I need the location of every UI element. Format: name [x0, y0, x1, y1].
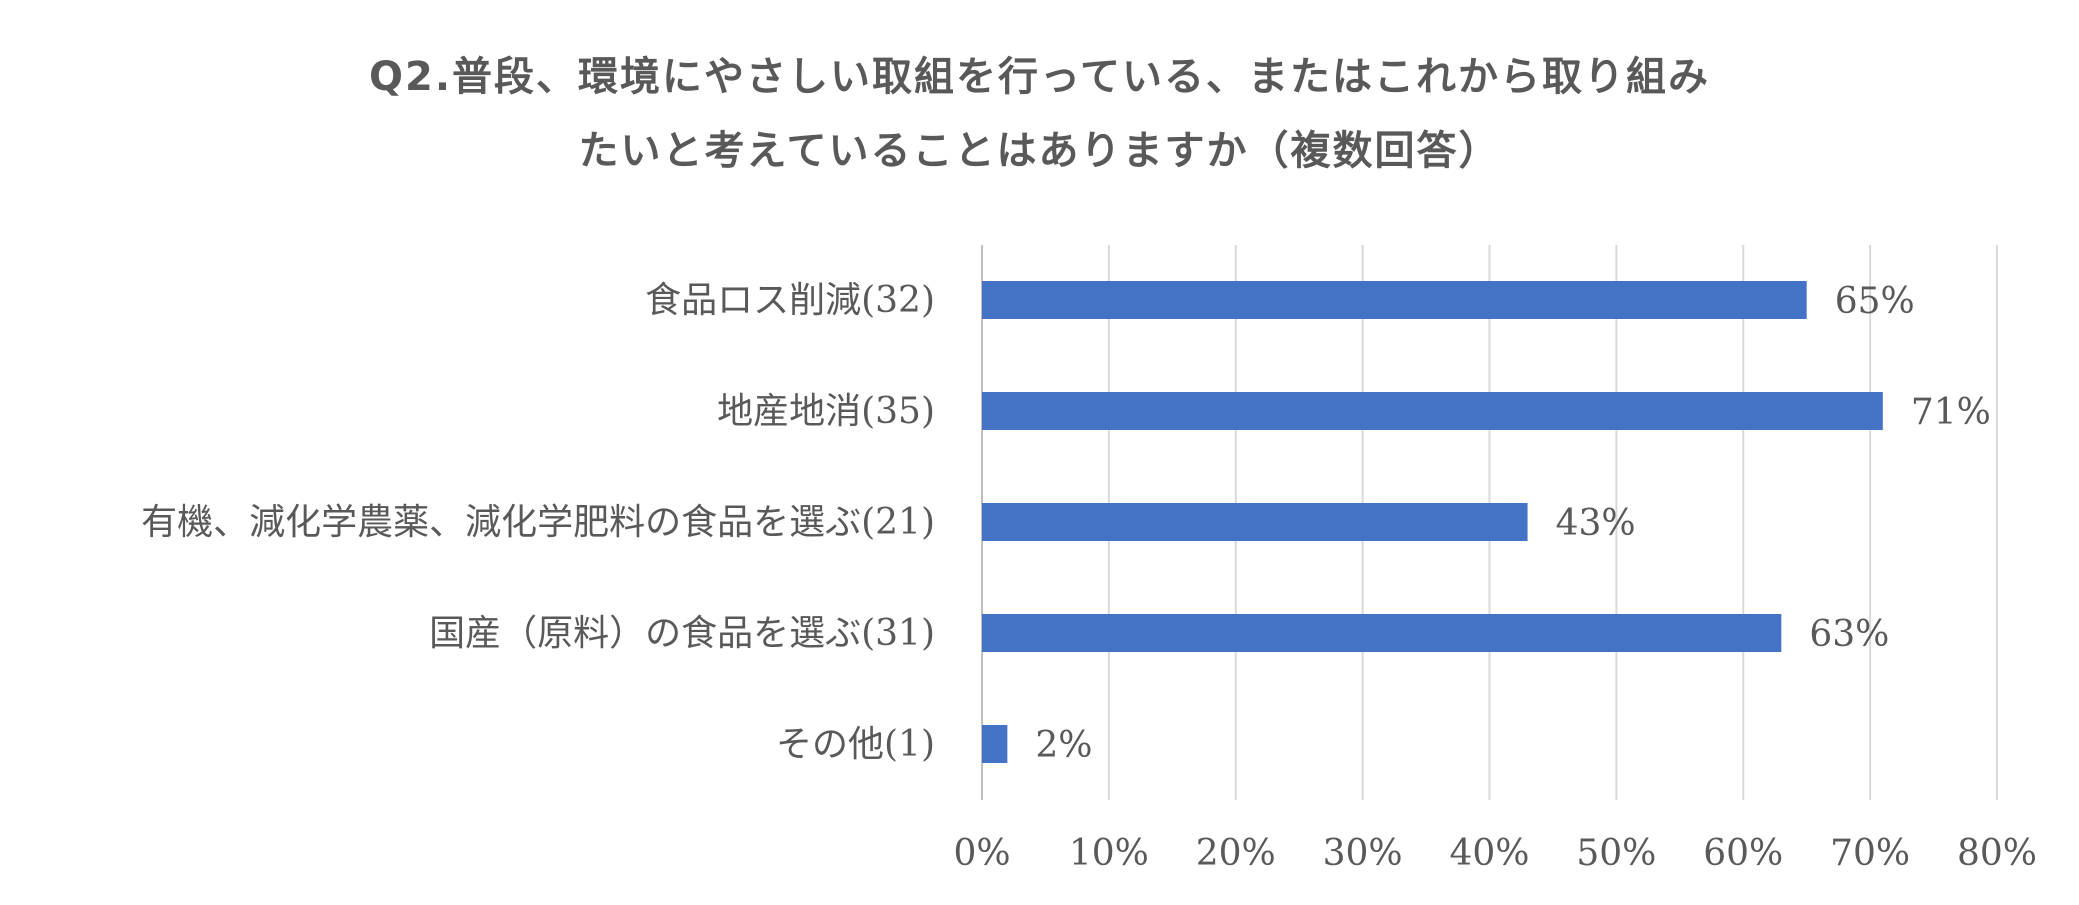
category-label: 地産地消(35)	[717, 391, 935, 432]
x-tick-label: 70%	[1830, 833, 1910, 874]
x-tick-label: 60%	[1703, 833, 1783, 874]
category-label: その他(1)	[776, 724, 935, 765]
data-label: 2%	[1035, 725, 1092, 766]
data-label: 63%	[1809, 614, 1889, 655]
bar	[982, 281, 1807, 319]
x-tick-label: 0%	[953, 833, 1010, 874]
data-label: 71%	[1911, 392, 1991, 433]
x-tick-label: 20%	[1196, 833, 1276, 874]
category-label: 食品ロス削減(32)	[645, 280, 935, 321]
x-tick-label: 50%	[1576, 833, 1656, 874]
bar	[982, 614, 1782, 652]
bar	[982, 392, 1883, 430]
bar	[982, 725, 1008, 763]
bar	[982, 503, 1528, 541]
chart-title-line-2: たいと考えていることはありますか（複数回答）	[578, 128, 1501, 174]
chart-title-line-1: Q2.普段、環境にやさしい取組を行っている、またはこれから取り組み	[368, 54, 1711, 100]
x-tick-label: 80%	[1957, 833, 2037, 874]
category-label: 国産（原料）の食品を選ぶ(31)	[429, 613, 935, 654]
data-label: 43%	[1556, 503, 1636, 544]
category-label: 有機、減化学農薬、減化学肥料の食品を選ぶ(21)	[141, 502, 935, 543]
x-tick-label: 10%	[1069, 833, 1149, 874]
x-tick-label: 40%	[1449, 833, 1529, 874]
x-tick-label: 30%	[1323, 833, 1403, 874]
data-label: 65%	[1835, 281, 1915, 322]
